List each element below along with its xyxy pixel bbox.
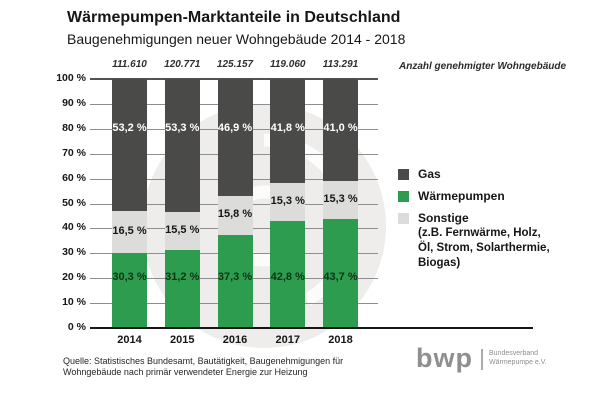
legend-label: Gas [418,167,441,181]
y-tick-label: 50 % [62,196,86,209]
bar-value-waermepumpen: 37,3 % [217,271,253,284]
y-tick-label: 10 % [62,296,86,309]
bar-value-gas: 53,2 % [112,121,147,134]
logo-org-name: Bundesverband Wärmepumpe e.V. [489,350,547,367]
legend-sublabel: (z.B. Fernwärme, Holz, [418,227,541,239]
source-line: Wohngebäude nach primär verwendeter Ener… [63,367,308,377]
bar-2014 [112,79,147,328]
total-permits-label: 119.060 [270,59,306,70]
total-permits-label: 113.291 [322,59,359,70]
total-permits-label: 111.610 [112,59,147,70]
legend: Gas Wärmepumpen Sonstige (z.B. Fernwärme, H… [398,167,550,278]
y-tick-label: 90 % [62,96,86,109]
bar-value-waermepumpen: 42,8 % [270,271,305,284]
bar-segment-sonstige [270,183,306,222]
bar-segment-sonstige [323,181,358,220]
logo-org-line: Bundesverband [489,350,539,357]
bar-value-sonstige: 15,8 % [217,208,253,221]
bar-segment-sonstige [112,211,147,253]
bar-value-gas: 46,9 % [217,121,253,134]
bar-segment-gas [270,79,306,184]
legend-item-wrmepumpen: Wärmepumpen [398,189,550,204]
legend-sublabel: Öl, Strom, Solarthermie, [418,242,550,254]
bar-2015 [164,79,200,328]
x-tick-label: 2016 [222,334,248,346]
legend-swatch-wrmepumpen-icon [398,191,409,202]
source-line: Quelle: Statistisches Bundesamt, Bautäti… [63,356,344,366]
y-tick-label: 20 % [62,271,86,284]
bar-segment-waermepumpen [217,235,253,328]
bar-value-waermepumpen: 30,3 % [112,271,147,284]
total-permits-label: 125.157 [216,59,254,70]
y-tick-label: 0 % [67,321,86,333]
x-tick-label: 2018 [328,334,353,346]
legend-swatch-gas-icon [398,169,409,180]
y-tick-label: 70 % [62,146,86,159]
y-tick-label: 80 % [62,121,86,134]
y-tick-label: 100 % [56,72,86,84]
bar-value-sonstige: 15,5 % [165,224,200,236]
totals-caption: Anzahl genehmigter Wohngebäude [399,61,567,72]
y-tick-label: 60 % [62,171,86,184]
bar-segment-waermepumpen [270,221,306,328]
bar-segment-gas [164,79,200,212]
legend-item-sonstige: Sonstige (z.B. Fernwärme, Holz, Öl, Strom,… [398,211,550,271]
bar-value-waermepumpen: 43,7 % [323,271,358,284]
bar-value-gas: 41,8 % [270,121,305,134]
chart-subtitle: Baugenehmigungen neuer Wohngebäude 2014 … [67,31,406,47]
bar-2017 [270,79,306,328]
legend-text-gas: Gas [418,167,441,182]
bar-value-sonstige: 16,5 % [112,225,147,237]
bwp-logo: bwp Bundesverband Wärmepumpe e.V. [416,345,547,372]
legend-sublabel: Biogas) [418,257,461,269]
legend-text-wrmepumpen: Wärmepumpen [418,189,505,204]
bar-value-sonstige: 15,3 % [270,195,305,208]
legend-item-gas: Gas [398,167,550,182]
x-axis-line [90,327,533,329]
bwp-wordmark: bwp [416,343,473,373]
legend-label: Sonstige [418,211,469,225]
bar-segment-waermepumpen [112,252,147,328]
y-tick-label: 30 % [62,246,86,259]
bar-value-waermepumpen: 31,2 % [165,271,200,284]
bar-segment-gas [217,79,253,196]
bar-segment-gas [323,79,358,182]
bar-segment-gas [112,79,147,212]
legend-swatch-sonstige-icon [398,213,409,224]
bar-segment-sonstige [217,195,253,236]
x-tick-label: 2014 [117,334,142,346]
bar-2016 [217,79,253,328]
source-note: Quelle: Statistisches Bundesamt, Bautäti… [63,356,343,378]
logo-org-line: Wärmepumpe e.V. [489,358,547,366]
x-tick-label: 2017 [275,334,300,346]
bar-segment-waermepumpen [323,219,358,328]
bar-value-gas: 41,0 % [323,121,358,134]
bar-value-gas: 53,3 % [165,121,200,134]
legend-text-sonstige: Sonstige (z.B. Fernwärme, Holz, Öl, Strom,… [418,211,550,271]
bar-segment-waermepumpen [164,250,200,328]
bar-segment-sonstige [164,211,200,251]
bar-2018 [323,79,358,328]
x-tick-label: 2015 [170,334,195,346]
y-tick-label: 40 % [62,221,86,234]
legend-label: Wärmepumpen [418,189,505,203]
total-permits-label: 120.771 [164,59,201,70]
logo-divider [481,349,483,370]
plot-area: 53,2 % 16,5 % 30,3 % 53,3 % 15,5 % 31,2 % 46,9… [90,78,378,328]
chart-title: Wärmepumpen-Marktanteile in Deutschland [67,9,401,26]
bar-value-sonstige: 15,3 % [323,193,358,206]
